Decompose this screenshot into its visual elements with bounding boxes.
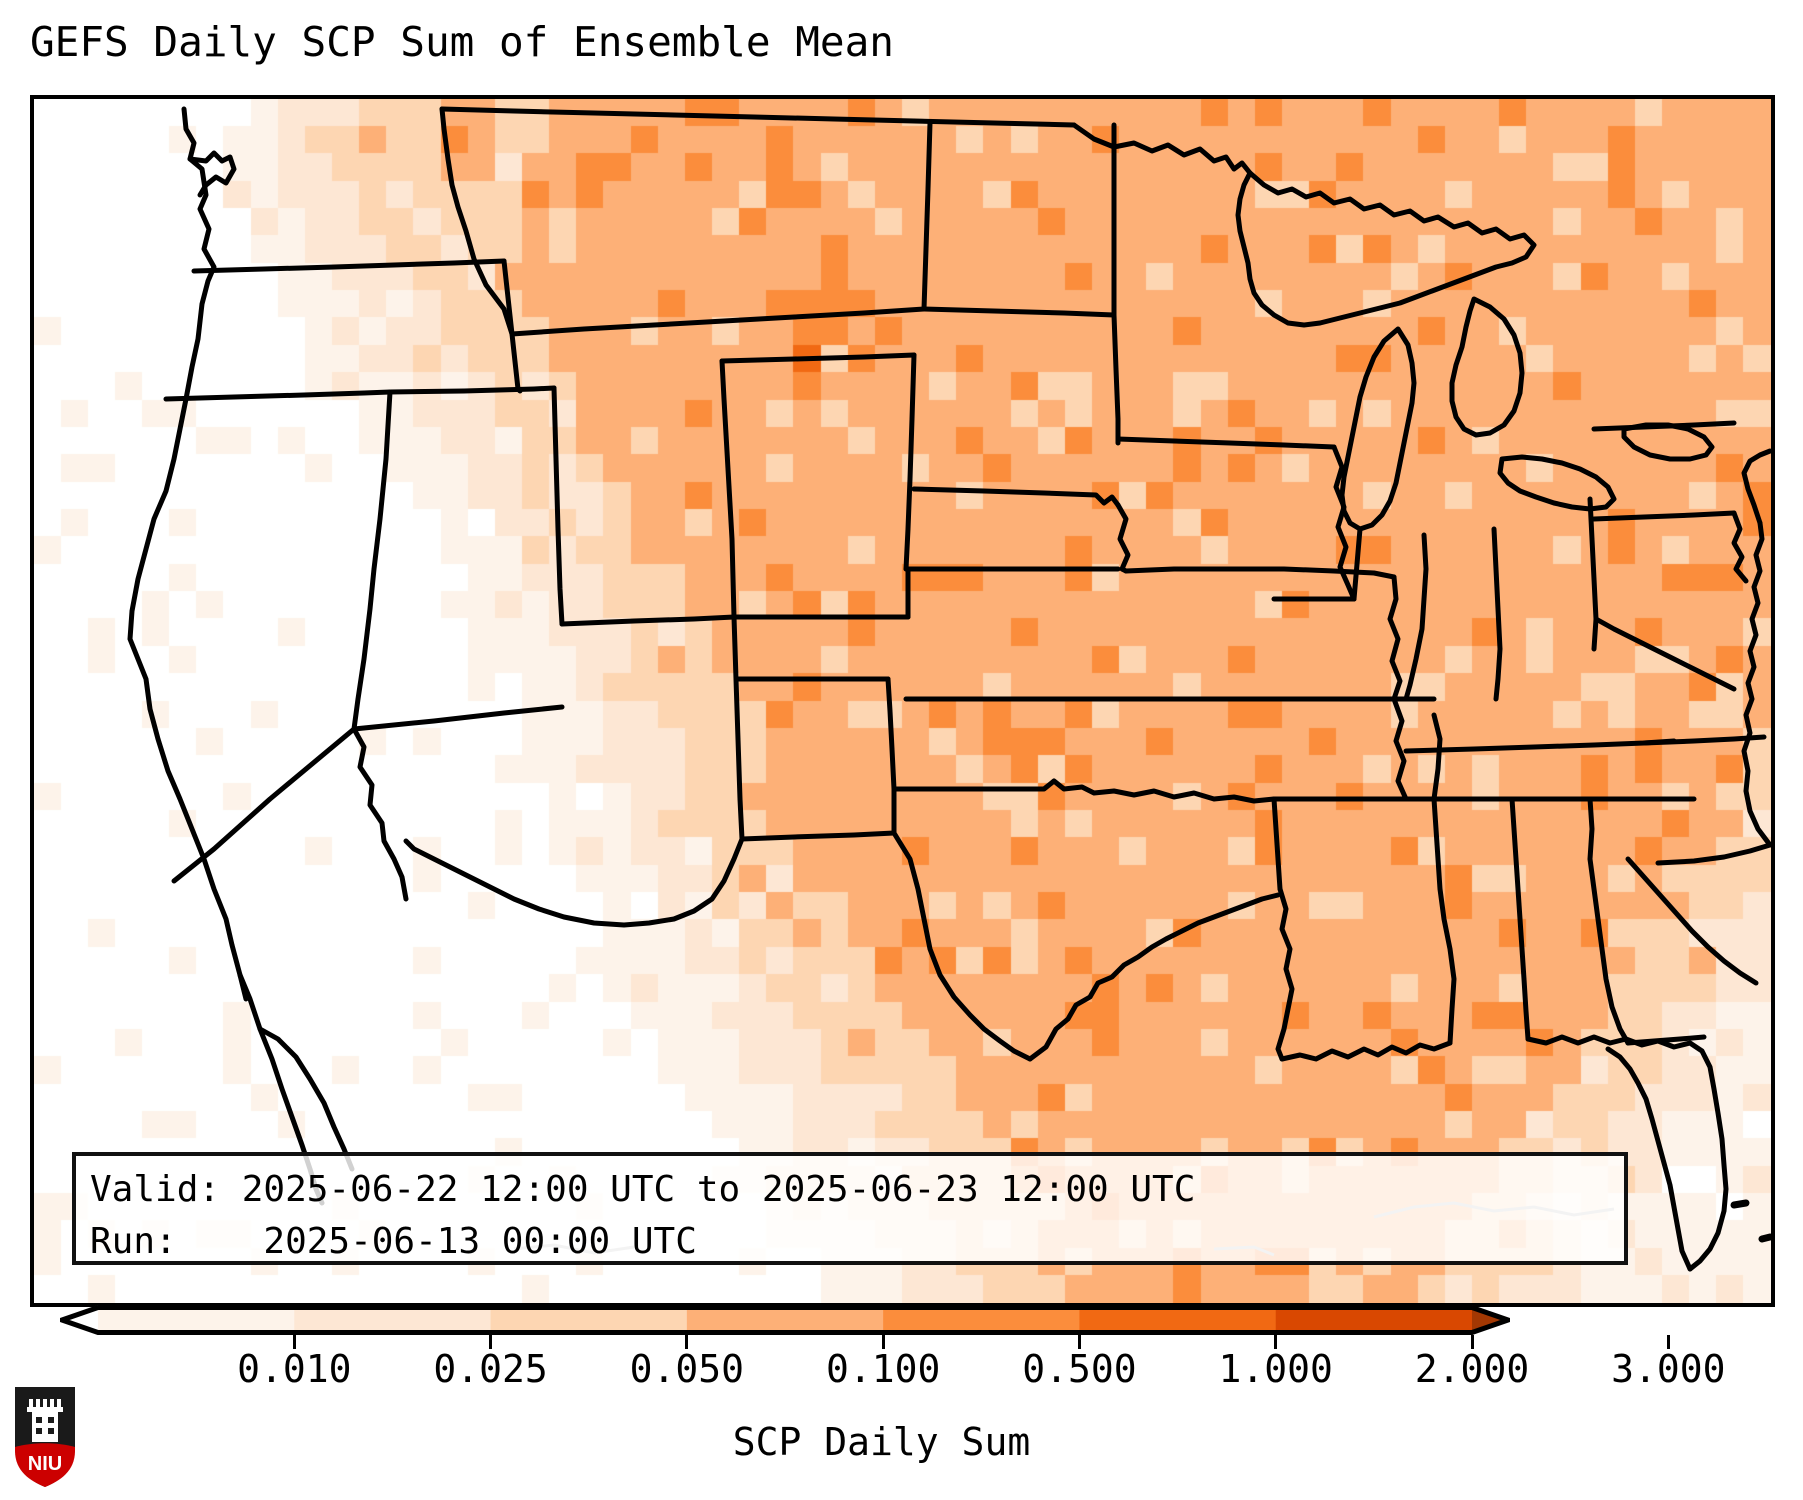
colorbar-axis-label: SCP Daily Sum (0, 1420, 1803, 1464)
run-time-line: Run: 2025-06-13 00:00 UTC (90, 1221, 697, 1262)
colorbar-tick-7 (1666, 1335, 1670, 1349)
colorbar-tick-1 (489, 1335, 493, 1349)
colorbar-tick-4 (1077, 1335, 1081, 1349)
colorbar-tick-6 (1470, 1335, 1474, 1349)
colorbar-tick-label-5: 1.000 (1218, 1347, 1333, 1391)
colorbar-axis-label-text: SCP Daily Sum (732, 1420, 1031, 1464)
colorbar-tick-label-7: 3.000 (1611, 1347, 1726, 1391)
colorbar (60, 1305, 1510, 1335)
colorbar-tick-label-1: 0.025 (433, 1347, 548, 1391)
colorbar-tick-label-0: 0.010 (237, 1347, 352, 1391)
colorbar-tick-0 (292, 1335, 296, 1349)
logo-castle-tower (27, 1399, 63, 1442)
colorbar-swatches (60, 1305, 1510, 1335)
colorbar-tick-2 (685, 1335, 689, 1349)
scp-heatmap-grid (34, 99, 1771, 1303)
logo-text: NIU (28, 1453, 62, 1475)
colorbar-tick-3 (881, 1335, 885, 1349)
map-inner (34, 99, 1771, 1303)
colorbar-tick-label-2: 0.050 (629, 1347, 745, 1391)
niu-logo: NIU (15, 1387, 75, 1487)
colorbar-tick-5 (1274, 1335, 1278, 1349)
logo-red-banner (15, 1443, 75, 1487)
colorbar-tick-label-4: 0.500 (1022, 1347, 1137, 1391)
page-title: GEFS Daily SCP Sum of Ensemble Mean (30, 18, 894, 66)
map-panel: Valid: 2025-06-22 12:00 UTC to 2025-06-2… (30, 95, 1775, 1307)
logo-tower-windows (36, 1417, 54, 1434)
colorbar-tick-label-3: 0.100 (825, 1347, 941, 1391)
valid-time-line: Valid: 2025-06-22 12:00 UTC to 2025-06-2… (90, 1169, 1196, 1210)
colorbar-tick-label-6: 2.000 (1414, 1347, 1530, 1391)
forecast-info-box: Valid: 2025-06-22 12:00 UTC to 2025-06-2… (72, 1152, 1628, 1265)
